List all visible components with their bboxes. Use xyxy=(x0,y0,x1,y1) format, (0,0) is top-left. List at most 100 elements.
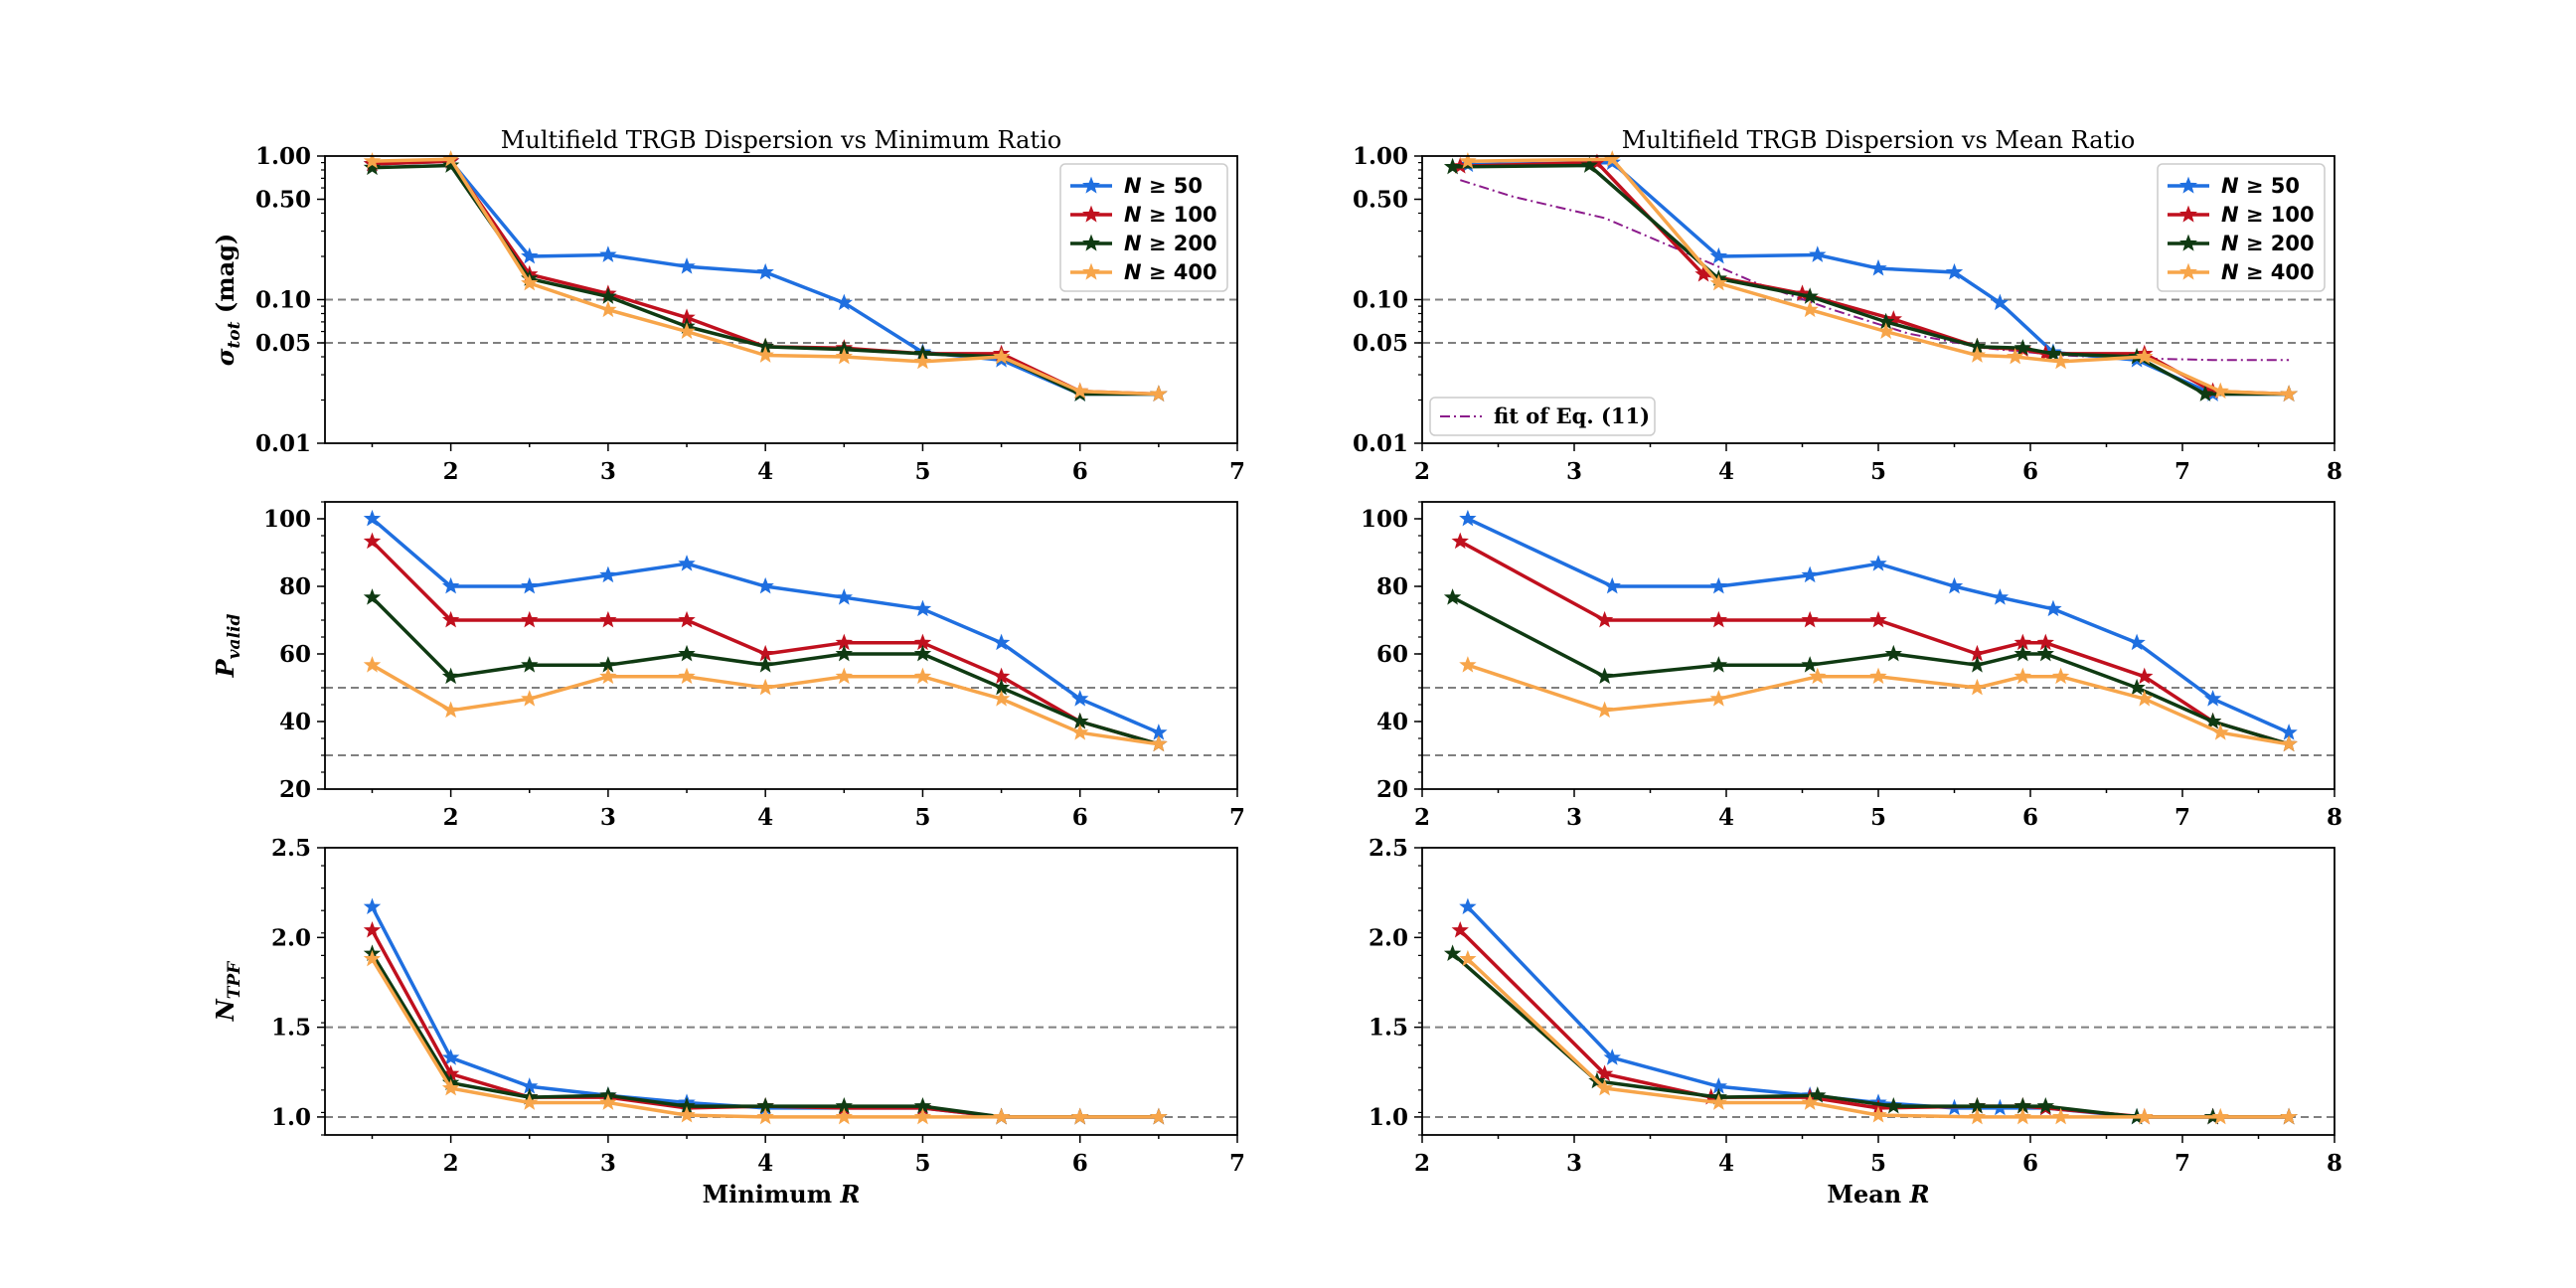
data-point-N200 xyxy=(521,656,539,673)
x-tick-label: 4 xyxy=(1718,1150,1734,1177)
series-line-N200 xyxy=(1451,952,2290,1119)
data-point-N50 xyxy=(1991,588,2010,605)
data-point-N100 xyxy=(1451,920,1469,938)
y-tick-label: 1.00 xyxy=(1353,143,1408,170)
x-tick-label: 6 xyxy=(2022,804,2038,831)
data-point-N400 xyxy=(678,667,696,685)
data-point-N400 xyxy=(835,667,854,685)
data-point-N400 xyxy=(1801,1093,1819,1110)
data-point-N200 xyxy=(363,158,382,176)
data-point-N200 xyxy=(2203,712,2222,729)
data-point-N50 xyxy=(1603,1048,1621,1065)
data-point-N50 xyxy=(521,576,539,594)
y-tick-label: 0.01 xyxy=(1353,430,1408,457)
x-tick-label: 8 xyxy=(2327,804,2342,831)
data-point-N400 xyxy=(992,347,1011,365)
data-point-N400 xyxy=(913,352,932,370)
data-point-N400 xyxy=(2013,667,2032,685)
data-point-N400 xyxy=(913,667,932,685)
data-point-N50 xyxy=(678,257,696,274)
y-tick-label: 60 xyxy=(279,641,311,668)
data-point-N400 xyxy=(1459,656,1477,673)
data-point-N50 xyxy=(2044,599,2062,617)
data-point-N400 xyxy=(2007,347,2024,365)
y-axis-label: σtot (mag) xyxy=(211,234,244,367)
x-tick-label: 3 xyxy=(1566,804,1582,831)
data-point-N400 xyxy=(1071,724,1089,740)
data-point-N200 xyxy=(2196,385,2214,402)
data-point-N50 xyxy=(835,293,854,311)
x-tick-label: 5 xyxy=(1870,1150,1886,1177)
series-line-N400 xyxy=(1466,957,2290,1119)
data-point-N50 xyxy=(441,1048,460,1065)
axes-frame xyxy=(324,155,1238,444)
data-point-N50 xyxy=(1991,293,2010,311)
data-point-N400 xyxy=(756,678,774,696)
data-point-N200 xyxy=(756,656,774,673)
data-point-N400 xyxy=(756,1107,774,1125)
x-tick-label: 7 xyxy=(2174,1150,2190,1177)
data-point-N400 xyxy=(363,949,382,967)
data-point-N50 xyxy=(835,588,854,605)
data-point-N400 xyxy=(678,1105,696,1123)
data-point-N400 xyxy=(441,701,460,719)
data-point-N400 xyxy=(1595,1078,1614,1096)
data-point-N400 xyxy=(1709,273,1728,291)
series-line-N200 xyxy=(371,952,1159,1119)
x-tick-label: 8 xyxy=(2327,458,2342,485)
data-point-N200 xyxy=(2044,344,2062,362)
y-tick-label: 2.5 xyxy=(271,835,311,862)
data-point-N400 xyxy=(363,656,382,673)
data-point-N400 xyxy=(1869,667,1887,685)
y-tick-label: 40 xyxy=(1376,709,1408,735)
x-tick-label: 2 xyxy=(443,458,459,485)
legend-label-N50: N ≥ 50 xyxy=(1124,174,1203,198)
data-point-N400 xyxy=(441,1078,460,1096)
data-point-N200 xyxy=(1443,157,1462,175)
x-tick-label: 4 xyxy=(757,458,773,485)
data-point-N400 xyxy=(1968,1107,1987,1125)
x-tick-label: 2 xyxy=(1414,1150,1430,1177)
x-tick-label: 2 xyxy=(443,804,459,831)
data-point-N100 xyxy=(1709,610,1728,628)
x-tick-label: 3 xyxy=(600,458,616,485)
data-point-N50 xyxy=(1869,555,1887,571)
y-tick-label: 0.50 xyxy=(255,186,311,213)
y-tick-label: 0.10 xyxy=(255,287,311,314)
y-tick-label: 2.0 xyxy=(271,924,311,951)
data-point-N50 xyxy=(599,565,617,583)
y-tick-label: 0.01 xyxy=(255,430,311,457)
x-tick-label: 3 xyxy=(1566,1150,1582,1177)
data-point-N100 xyxy=(2136,667,2154,685)
x-tick-label: 7 xyxy=(1229,458,1245,485)
axes-frame xyxy=(324,501,1238,790)
y-tick-label: 2.0 xyxy=(1368,924,1408,951)
x-tick-label: 5 xyxy=(914,458,930,485)
data-point-N400 xyxy=(363,152,382,169)
data-point-N100 xyxy=(678,610,696,628)
x-tick-label: 2 xyxy=(1414,458,1430,485)
x-tick-label: 3 xyxy=(600,804,616,831)
data-point-N200 xyxy=(1443,588,1462,605)
legend-label-N200: N ≥ 200 xyxy=(2221,232,2315,255)
data-point-N400 xyxy=(1709,1093,1728,1110)
data-point-N200 xyxy=(599,287,617,304)
y-tick-label: 1.00 xyxy=(255,143,311,170)
data-point-N100 xyxy=(1595,1064,1614,1081)
data-point-N200 xyxy=(1595,667,1614,685)
data-point-N100 xyxy=(441,610,460,628)
data-point-N400 xyxy=(2136,1107,2154,1125)
x-tick-label: 5 xyxy=(914,804,930,831)
data-point-N50 xyxy=(363,897,382,915)
data-point-N400 xyxy=(2136,347,2154,365)
data-point-N400 xyxy=(835,347,854,365)
legend-label-N50: N ≥ 50 xyxy=(2221,174,2300,198)
data-point-N50 xyxy=(1709,246,1728,264)
data-point-N400 xyxy=(1459,152,1477,169)
y-tick-label: 1.5 xyxy=(1368,1015,1408,1042)
x-tick-label: 7 xyxy=(2174,804,2190,831)
data-point-N100 xyxy=(1793,284,1812,301)
panel-sigma-min: 2 3 4 5 6 7 0.01 0.05 0.10 0.50 1.00 Multifield TRG… xyxy=(211,126,1245,485)
data-point-N50 xyxy=(1945,262,1964,280)
